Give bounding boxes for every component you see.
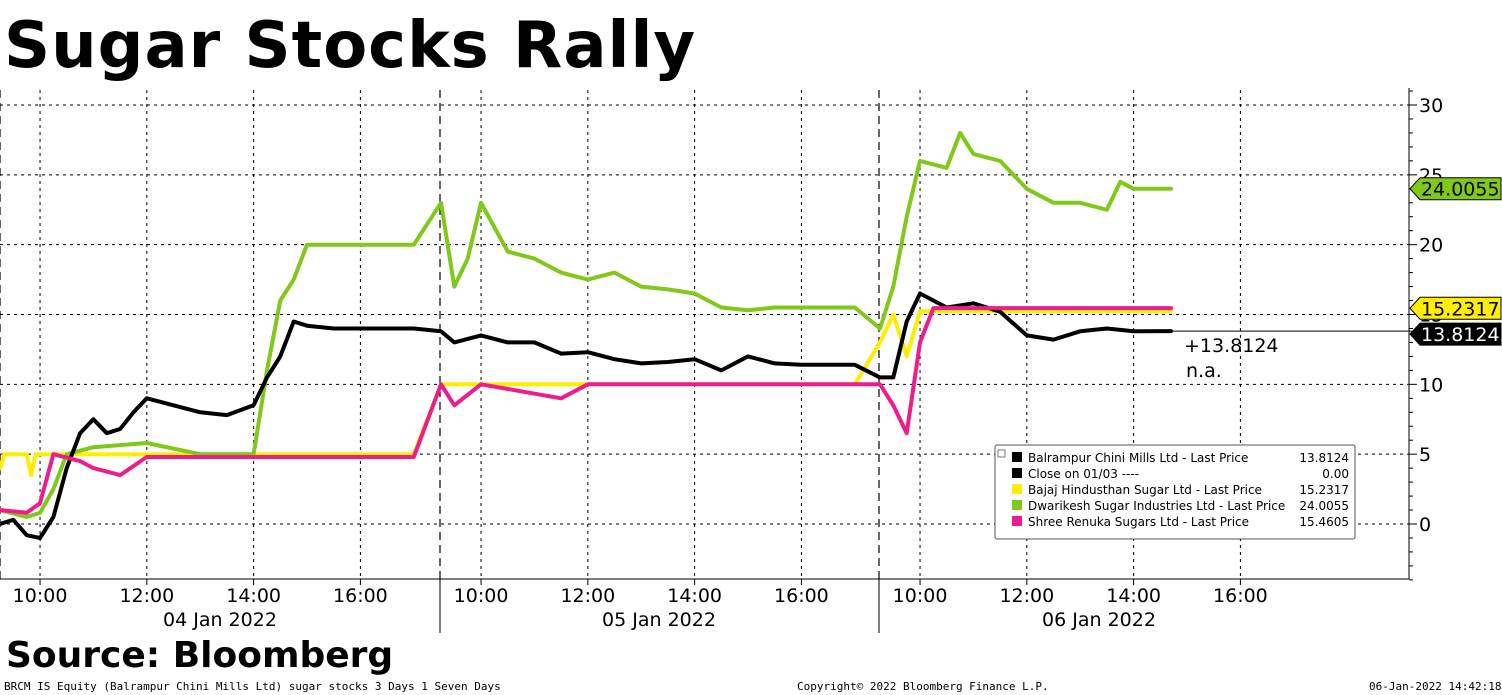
legend-label: Shree Renuka Sugars Ltd - Last Price bbox=[1028, 515, 1249, 529]
footer-timestamp: 06-Jan-2022 14:42:18 bbox=[1369, 680, 1502, 693]
legend-swatch bbox=[1012, 452, 1022, 462]
x-tick-label: 10:00 bbox=[893, 585, 948, 607]
y-tick-label: 5 bbox=[1419, 444, 1431, 466]
annotation-na: n.a. bbox=[1186, 360, 1222, 382]
chart-title: Sugar Stocks Rally bbox=[4, 9, 697, 83]
x-tick-label: 14:00 bbox=[226, 585, 281, 607]
y-tick-label: 0 bbox=[1419, 514, 1431, 536]
series-lines bbox=[0, 130, 1173, 540]
value-tags: 24.0055 15.2317 13.8124 bbox=[1409, 177, 1502, 346]
day-labels: 04 Jan 2022 05 Jan 2022 06 Jan 2022 bbox=[163, 609, 1156, 631]
x-tick-label: 12:00 bbox=[560, 585, 615, 607]
series-line-4 bbox=[0, 306, 1173, 515]
x-tick-label: 10:00 bbox=[13, 585, 68, 607]
day-label: 06 Jan 2022 bbox=[1042, 609, 1156, 631]
day-label: 04 Jan 2022 bbox=[163, 609, 277, 631]
value-tag-text: 13.8124 bbox=[1421, 324, 1500, 346]
legend: Balrampur Chini Mills Ltd - Last Price 13… bbox=[994, 444, 1356, 540]
legend-label: Balrampur Chini Mills Ltd - Last Price bbox=[1028, 451, 1248, 465]
x-tick-label: 12:00 bbox=[119, 585, 174, 607]
x-tick-label: 16:00 bbox=[774, 585, 829, 607]
value-tag-box bbox=[1409, 177, 1502, 201]
value-tag: 13.8124 bbox=[1409, 322, 1502, 346]
legend-swatch bbox=[1012, 484, 1022, 494]
legend-value: 15.4605 bbox=[1299, 515, 1349, 529]
legend-collapse-icon bbox=[997, 449, 1006, 458]
x-tick-label: 14:00 bbox=[667, 585, 722, 607]
x-tick-label: 12:00 bbox=[999, 585, 1054, 607]
value-tag-text: 15.2317 bbox=[1421, 298, 1500, 320]
x-tick-label: 16:00 bbox=[333, 585, 388, 607]
footer-ticker: BRCM IS Equity (Balrampur Chini Mills Lt… bbox=[4, 680, 501, 693]
day-label: 05 Jan 2022 bbox=[602, 609, 716, 631]
value-tag-box bbox=[1409, 322, 1502, 346]
x-tick-label: 14:00 bbox=[1106, 585, 1161, 607]
y-tick-label: 10 bbox=[1419, 374, 1443, 396]
chart: 051015202530 10:0012:0014:0016:0010:0012… bbox=[0, 88, 1502, 633]
value-tag-text: 24.0055 bbox=[1421, 179, 1500, 201]
legend-value: 15.2317 bbox=[1299, 483, 1349, 497]
series-line-2 bbox=[0, 309, 1173, 478]
value-tag: 24.0055 bbox=[1409, 177, 1502, 201]
day-separators bbox=[0, 90, 880, 633]
value-tag-box bbox=[1409, 296, 1502, 320]
series-line-3 bbox=[0, 130, 1173, 519]
legend-value: 13.8124 bbox=[1299, 451, 1349, 465]
series-line-0 bbox=[0, 291, 1173, 540]
legend-swatch bbox=[1012, 468, 1022, 478]
legend-label: Dwarikesh Sugar Industries Ltd - Last Pr… bbox=[1028, 499, 1285, 513]
legend-label: Close on 01/03 ---- bbox=[1028, 467, 1139, 481]
legend-swatch bbox=[1012, 516, 1022, 526]
axes bbox=[0, 88, 1417, 581]
annotation-change: +13.8124 bbox=[1184, 335, 1279, 357]
x-tick-label: 16:00 bbox=[1213, 585, 1268, 607]
x-tick-label: 10:00 bbox=[454, 585, 509, 607]
value-tag: 15.2317 bbox=[1409, 296, 1502, 320]
legend-swatch bbox=[1012, 500, 1022, 510]
x-tick-labels: 10:00 12:00 14:00 16:00 10:00 12:00 14:00 16:00… bbox=[13, 579, 1268, 607]
legend-value: 0.00 bbox=[1322, 467, 1349, 481]
legend-box bbox=[994, 444, 1356, 540]
legend-value: 24.0055 bbox=[1299, 499, 1349, 513]
y-tick-label: 30 bbox=[1419, 95, 1443, 117]
annotations: +13.8124 n.a. bbox=[1184, 335, 1279, 382]
y-tick-label: 20 bbox=[1419, 235, 1443, 257]
legend-label: Bajaj Hindusthan Sugar Ltd - Last Price bbox=[1028, 483, 1262, 497]
source-note: Source: Bloomberg bbox=[6, 635, 394, 676]
footer-copyright: Copyright© 2022 Bloomberg Finance L.P. bbox=[797, 680, 1049, 693]
